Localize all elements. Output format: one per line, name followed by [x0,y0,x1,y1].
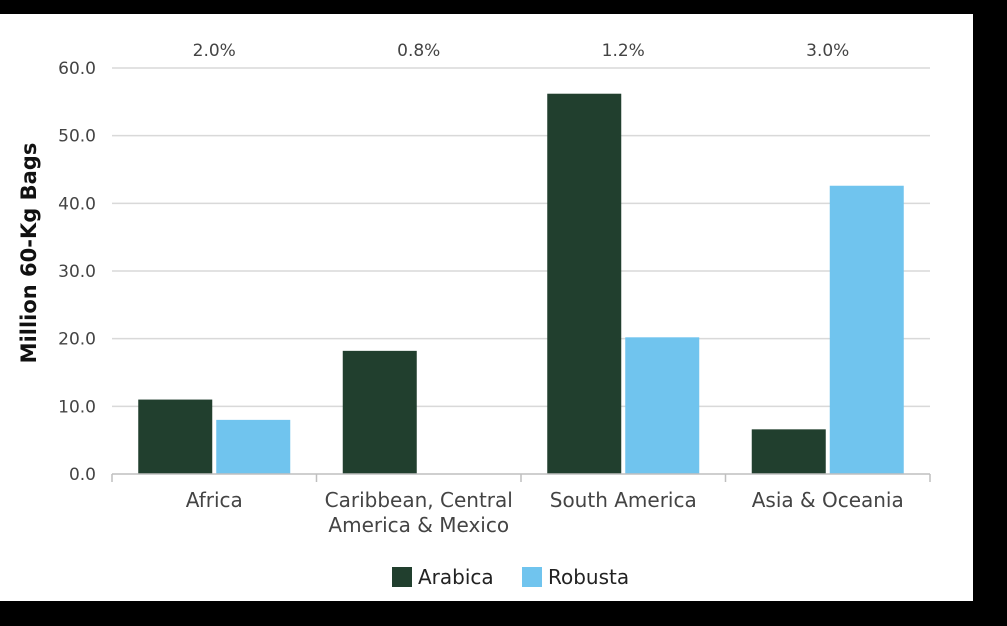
bar-arabica [342,350,417,474]
bar-robusta [625,337,700,474]
category-label: Asia & Oceania [752,488,904,512]
category-labels: Africa Caribbean, Central America & Mexico… [186,488,904,537]
growth-label: 0.8% [397,41,440,61]
bar-chart: 0.0 10.0 20.0 30.0 40.0 50.0 60.0 Africa Caribb… [17,41,931,589]
category-label-line: America & Mexico [328,513,509,537]
legend-label: Arabica [418,565,494,589]
category-label-line: South America [550,488,697,512]
category-label: Caribbean, Central America & Mexico [325,488,513,537]
legend-label: Robusta [548,565,629,589]
chart-panel: 0.0 10.0 20.0 30.0 40.0 50.0 60.0 Africa Caribb… [0,14,973,601]
y-tick-label: 0.0 [69,465,96,485]
y-tick-label: 10.0 [58,397,96,417]
gridlines [112,67,930,408]
growth-label: 2.0% [193,41,236,61]
y-tick-label: 50.0 [58,127,96,147]
y-tick-label: 60.0 [58,59,96,79]
category-label-line: Africa [186,488,243,512]
growth-label: 1.2% [602,41,645,61]
x-axis-ticks [111,474,931,482]
growth-label: 3.0% [806,41,849,61]
y-tick-label: 30.0 [58,262,96,282]
legend-swatch-robusta [522,567,542,587]
category-label: Africa [186,488,243,512]
bar-robusta [829,185,904,475]
legend-swatch-arabica [392,567,412,587]
bar-arabica [138,399,213,474]
category-label-line: Caribbean, Central [325,488,513,512]
category-label-line: Asia & Oceania [752,488,904,512]
y-axis-title: Million 60-Kg Bags [17,143,41,364]
bar-robusta [216,419,291,474]
bars [138,93,904,475]
category-label: South America [550,488,697,512]
bar-arabica [751,429,826,474]
growth-labels: 2.0% 0.8% 1.2% 3.0% [193,41,850,61]
bar-arabica [547,93,622,475]
y-tick-label: 40.0 [58,194,96,214]
y-axis-ticks: 0.0 10.0 20.0 30.0 40.0 50.0 60.0 [58,59,96,485]
y-tick-label: 20.0 [58,330,96,350]
legend: Arabica Robusta [392,565,629,589]
